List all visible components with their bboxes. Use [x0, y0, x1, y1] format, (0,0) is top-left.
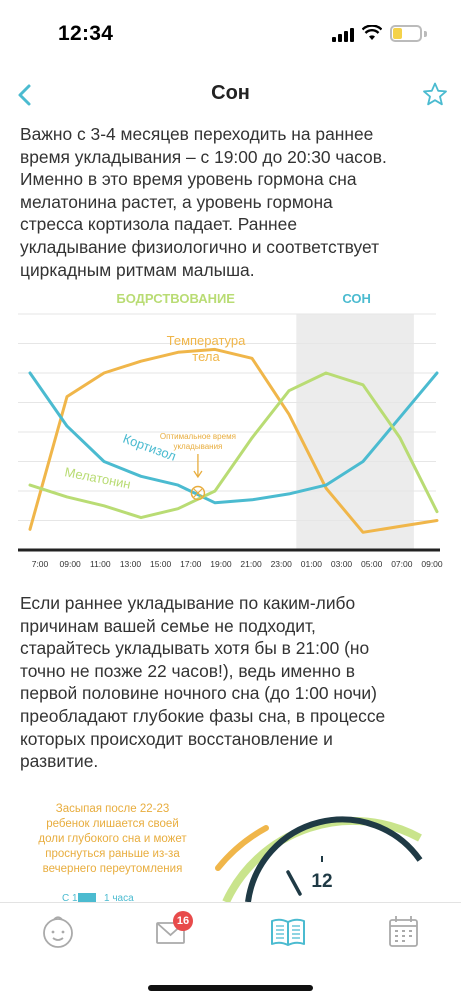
- legend-left: С 1: [62, 893, 78, 902]
- paragraph-line: укладывание физиологично и соответствует: [20, 236, 380, 257]
- paragraph-line: которых происходит восстановление и: [20, 728, 333, 749]
- late-sleep-arc: [215, 825, 269, 871]
- melatonin-line: [28, 371, 439, 520]
- clock-face: [245, 816, 423, 902]
- paragraph-line: время укладывания – с 19:00 до 20:30 час…: [20, 146, 387, 167]
- zone-label-sleep: СОН: [342, 291, 371, 306]
- note-line: доли глубокого сна и может: [38, 833, 187, 845]
- status-bar: 12:34: [0, 0, 461, 68]
- x-tick-label: 23:00: [271, 559, 293, 569]
- x-tick-label: 21:00: [240, 559, 262, 569]
- annotation-label: Оптимальное время: [160, 432, 236, 441]
- clock-hand: [286, 870, 302, 896]
- temperature-label: тела: [192, 349, 220, 364]
- battery-level: [393, 28, 402, 39]
- x-tick-label: 03:00: [331, 559, 353, 569]
- x-tick-label: 17:00: [180, 559, 202, 569]
- note-line: Засыпая после 22-23: [55, 803, 170, 815]
- x-tick-label: 19:00: [210, 559, 232, 569]
- paragraph-line: стресса кортизола падает. Раннее: [20, 214, 298, 235]
- paragraph-line: преобладают глубокие фазы сна, в процесс…: [20, 705, 386, 726]
- paragraph-line: мелатонина растет, а уровень гормона: [20, 191, 333, 212]
- cortisol-line: [28, 371, 439, 505]
- calendar-icon[interactable]: [384, 913, 424, 951]
- temperature-line: [28, 347, 439, 534]
- status-time: 12:34: [58, 22, 114, 45]
- annotation-label: укладывания: [173, 442, 222, 451]
- baby-icon[interactable]: [38, 913, 78, 951]
- circadian-chart: БОДРСТВОВАНИЕ СОН 7:00 09:00 11:00 13:00 15:00…: [18, 291, 443, 569]
- messages-badge: 16: [173, 911, 193, 931]
- intro-paragraph: Важно с 3-4 месяцев переходить на раннее…: [20, 123, 445, 281]
- x-tick-label: 09:00: [421, 559, 443, 569]
- paragraph-line: причинам вашей семье не подходит,: [20, 615, 316, 636]
- paragraph-line: Если раннее укладывание по каким-либо: [20, 593, 356, 613]
- battery-cap: [424, 31, 427, 37]
- advice-paragraph: Если раннее укладывание по каким-либо пр…: [20, 592, 445, 773]
- paragraph-line: Важно с 3-4 месяцев переходить на раннее: [20, 124, 374, 144]
- x-tick-label: 09:00: [60, 559, 82, 569]
- zone-label-wake: БОДРСТВОВАНИЕ: [116, 291, 235, 306]
- paragraph-line: развитие.: [20, 751, 99, 772]
- x-tick-label: 7:00: [32, 559, 49, 569]
- clock-graphic: 12 С 1 1 часа: [62, 816, 423, 902]
- note-line: проснуться раньше из-за: [45, 848, 180, 860]
- paragraph-line: первой половине ночного сна (до 1:00 ноч…: [20, 683, 377, 704]
- annotation-marker: [190, 485, 206, 501]
- chevron-left-icon[interactable]: [10, 80, 40, 110]
- signal-icon: [332, 27, 354, 42]
- x-tick-label: 11:00: [90, 559, 111, 569]
- legend-right: 1 часа: [104, 893, 134, 902]
- note-line: вечернего переутомления: [42, 863, 183, 875]
- illustration-note: Засыпая после 22-23 ребенок лишается сво…: [30, 802, 195, 877]
- star-icon[interactable]: [420, 80, 450, 110]
- legend-swatch: [78, 893, 96, 902]
- page-title: Сон: [211, 82, 250, 104]
- temperature-label: Температура: [167, 333, 247, 348]
- x-tick-label: 13:00: [120, 559, 142, 569]
- home-indicator: [148, 985, 313, 991]
- annotation-arrowhead: [193, 470, 203, 479]
- battery-icon: [390, 25, 422, 42]
- x-tick-label: 01:00: [301, 559, 323, 569]
- paragraph-line: циркадным ритмам малыша.: [20, 259, 255, 280]
- wifi-icon: [362, 25, 382, 40]
- x-tick-label: 05:00: [361, 559, 383, 569]
- paragraph-line: Именно в это время уровень гормона сна: [20, 169, 357, 190]
- x-tick-label: 07:00: [391, 559, 413, 569]
- book-icon[interactable]: [268, 913, 308, 951]
- paragraph-line: старайтесь укладывать хотя бы в 21:00 (н…: [20, 638, 370, 659]
- tab-bar: 16: [0, 902, 461, 1000]
- note-line: ребенок лишается своей: [46, 818, 179, 830]
- paragraph-line: точно не позже 22 часов!), ведь именно в: [20, 660, 355, 681]
- x-tick-label: 15:00: [150, 559, 172, 569]
- nav-bar: Сон: [0, 70, 461, 122]
- sleep-clock-illustration: Засыпая после 22-23 ребенок лишается сво…: [0, 790, 461, 902]
- annotation-cross: [193, 488, 203, 498]
- clock-label: 12: [311, 871, 332, 892]
